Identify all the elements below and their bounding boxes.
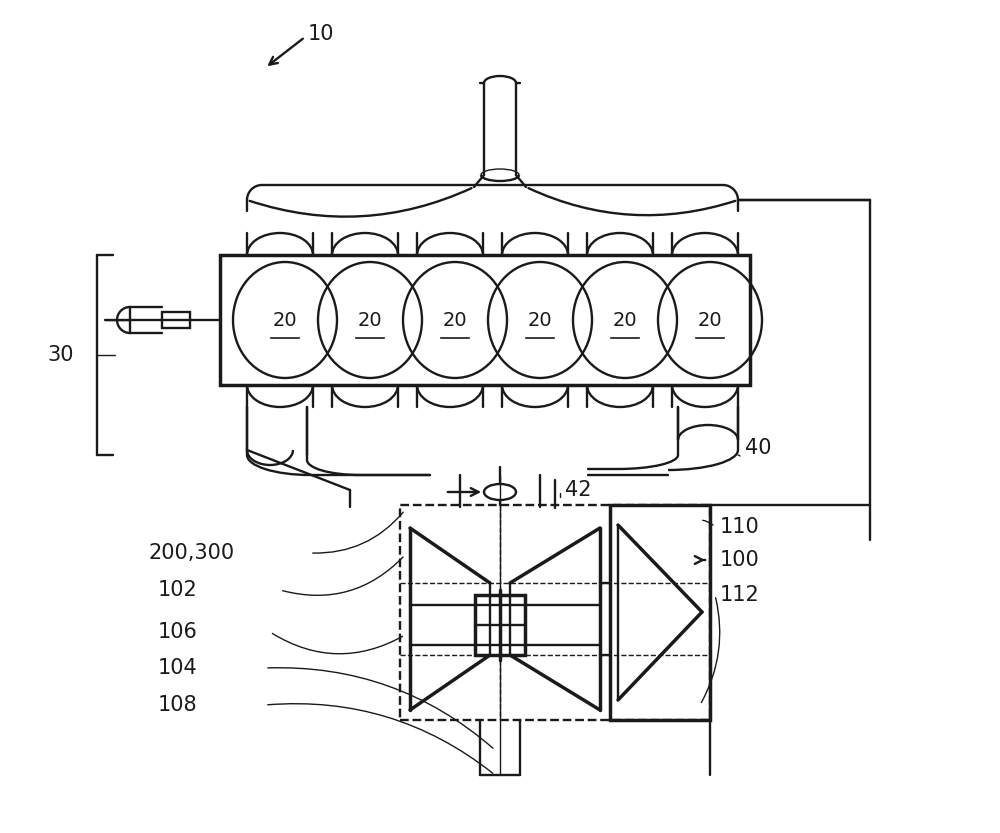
FancyArrowPatch shape bbox=[272, 633, 403, 654]
Text: 20: 20 bbox=[273, 311, 297, 330]
Bar bbox=[610, 505, 710, 720]
FancyArrowPatch shape bbox=[701, 598, 720, 702]
FancyArrowPatch shape bbox=[268, 668, 493, 748]
FancyArrowPatch shape bbox=[703, 521, 713, 525]
Text: 200,300: 200,300 bbox=[148, 543, 234, 563]
Bar bbox=[162, 312, 190, 328]
Text: 104: 104 bbox=[158, 658, 198, 678]
Text: 102: 102 bbox=[158, 580, 198, 600]
Text: 30: 30 bbox=[47, 345, 74, 365]
Text: 20: 20 bbox=[698, 311, 722, 330]
Text: 108: 108 bbox=[158, 695, 198, 715]
Bar bbox=[400, 505, 710, 720]
Text: 20: 20 bbox=[443, 311, 467, 330]
FancyArrowPatch shape bbox=[313, 512, 403, 553]
Text: 110: 110 bbox=[720, 517, 760, 537]
Bar bbox=[475, 595, 525, 655]
Text: 42: 42 bbox=[565, 480, 592, 500]
Text: 40: 40 bbox=[745, 438, 772, 458]
Text: 20: 20 bbox=[613, 311, 637, 330]
Text: 20: 20 bbox=[358, 311, 382, 330]
FancyArrowPatch shape bbox=[283, 557, 403, 596]
Text: 100: 100 bbox=[720, 550, 760, 570]
Bar bbox=[220, 255, 750, 385]
Text: 106: 106 bbox=[158, 622, 198, 642]
Text: 20: 20 bbox=[528, 311, 552, 330]
FancyArrowPatch shape bbox=[268, 704, 493, 773]
Text: 10: 10 bbox=[308, 24, 334, 44]
FancyArrowPatch shape bbox=[529, 188, 735, 215]
Text: 112: 112 bbox=[720, 585, 760, 605]
FancyArrowPatch shape bbox=[738, 455, 740, 456]
FancyArrowPatch shape bbox=[250, 188, 471, 217]
